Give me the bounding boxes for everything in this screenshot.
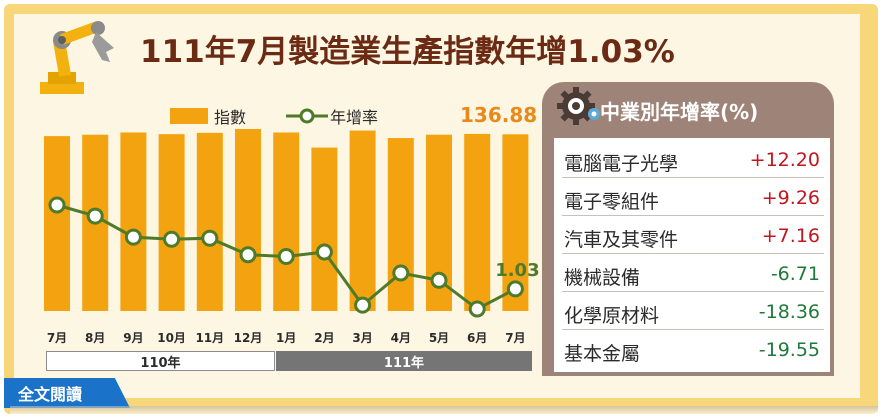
growth-point-12 xyxy=(506,280,524,298)
bar-8 xyxy=(349,130,376,311)
bar-3 xyxy=(158,134,185,311)
table-row: 化學原材料 -18.36 xyxy=(562,294,824,330)
bar-5 xyxy=(235,129,261,311)
gear-icon xyxy=(557,87,600,125)
bar-0 xyxy=(44,136,70,311)
x-tick-label: 8月 xyxy=(85,331,105,345)
industry-name: 化學原材料 xyxy=(564,305,660,327)
industry-table: 電腦電子光學 +12.20 電子零組件 +9.26 汽車及其零件 +7.16 機… xyxy=(554,138,830,372)
bar-6 xyxy=(273,132,300,311)
x-tick-label: 5月 xyxy=(429,331,449,345)
growth-point-6 xyxy=(277,247,295,265)
growth-point-11 xyxy=(468,300,486,318)
growth-point-2 xyxy=(124,228,142,246)
growth-point-8 xyxy=(354,296,372,314)
growth-point-10 xyxy=(430,271,448,289)
x-tick-label: 6月 xyxy=(467,331,487,345)
last-bar-label: 136.88 xyxy=(460,103,538,127)
growth-point-3 xyxy=(163,230,181,248)
growth-point-0 xyxy=(48,196,66,214)
growth-point-5 xyxy=(239,246,257,264)
last-point-label: 1.03 xyxy=(495,260,539,281)
x-tick-label: 2月 xyxy=(314,331,334,345)
x-tick-label: 11月 xyxy=(195,331,224,345)
growth-point-4 xyxy=(201,229,219,247)
x-tick-label: 12月 xyxy=(234,331,263,345)
industry-name: 電腦電子光學 xyxy=(564,153,679,175)
growth-point-9 xyxy=(392,264,410,282)
x-tick-label: 1月 xyxy=(276,331,296,345)
x-tick-label: 9月 xyxy=(123,331,143,345)
page-title: 111年7月製造業生產指數年增1.03% xyxy=(140,34,675,70)
industry-name: 汽車及其零件 xyxy=(564,229,679,251)
industry-name: 電子零組件 xyxy=(564,191,660,213)
legend-bar-swatch xyxy=(170,108,208,124)
table-row: 汽車及其零件 +7.16 xyxy=(562,218,824,254)
legend-bar-label: 指數 xyxy=(214,108,247,127)
robot-arm-icon xyxy=(40,21,114,94)
x-tick-label: 7月 xyxy=(505,331,525,345)
industry-value: -6.71 xyxy=(770,263,820,285)
industry-name: 機械設備 xyxy=(564,267,641,289)
read-full-text-button[interactable]: 全文閱讀 xyxy=(4,378,130,408)
table-row: 電腦電子光學 +12.20 xyxy=(562,142,824,178)
industry-value: -19.55 xyxy=(758,339,820,361)
growth-point-7 xyxy=(315,243,333,261)
bar-2 xyxy=(120,132,147,311)
industry-name: 基本金屬 xyxy=(564,343,641,365)
x-tick-label: 10月 xyxy=(157,331,186,345)
x-tick-label: 7月 xyxy=(47,331,67,345)
frame-shadow xyxy=(10,406,878,414)
industry-value: +9.26 xyxy=(761,187,820,209)
bar-11 xyxy=(464,133,491,311)
industry-value: +12.20 xyxy=(749,149,820,171)
bar-9 xyxy=(387,138,414,311)
table-row: 機械設備 -6.71 xyxy=(562,256,824,292)
bar-7 xyxy=(311,147,338,311)
industry-value: +7.16 xyxy=(761,225,820,247)
legend-line-label: 年增率 xyxy=(330,108,379,127)
year-111-band: 111年 xyxy=(276,351,532,371)
bar-4 xyxy=(196,132,223,311)
industry-value: -18.36 xyxy=(758,301,820,323)
x-tick-label: 4月 xyxy=(391,331,411,345)
growth-point-1 xyxy=(86,207,104,225)
side-panel-title: 中業別年增率(%) xyxy=(600,100,759,124)
legend-line-swatch xyxy=(286,108,328,124)
table-row: 基本金屬 -19.55 xyxy=(562,332,824,368)
table-row: 電子零組件 +9.26 xyxy=(562,180,824,216)
x-tick-label: 3月 xyxy=(352,331,372,345)
year-110-band: 110年 xyxy=(46,351,275,371)
